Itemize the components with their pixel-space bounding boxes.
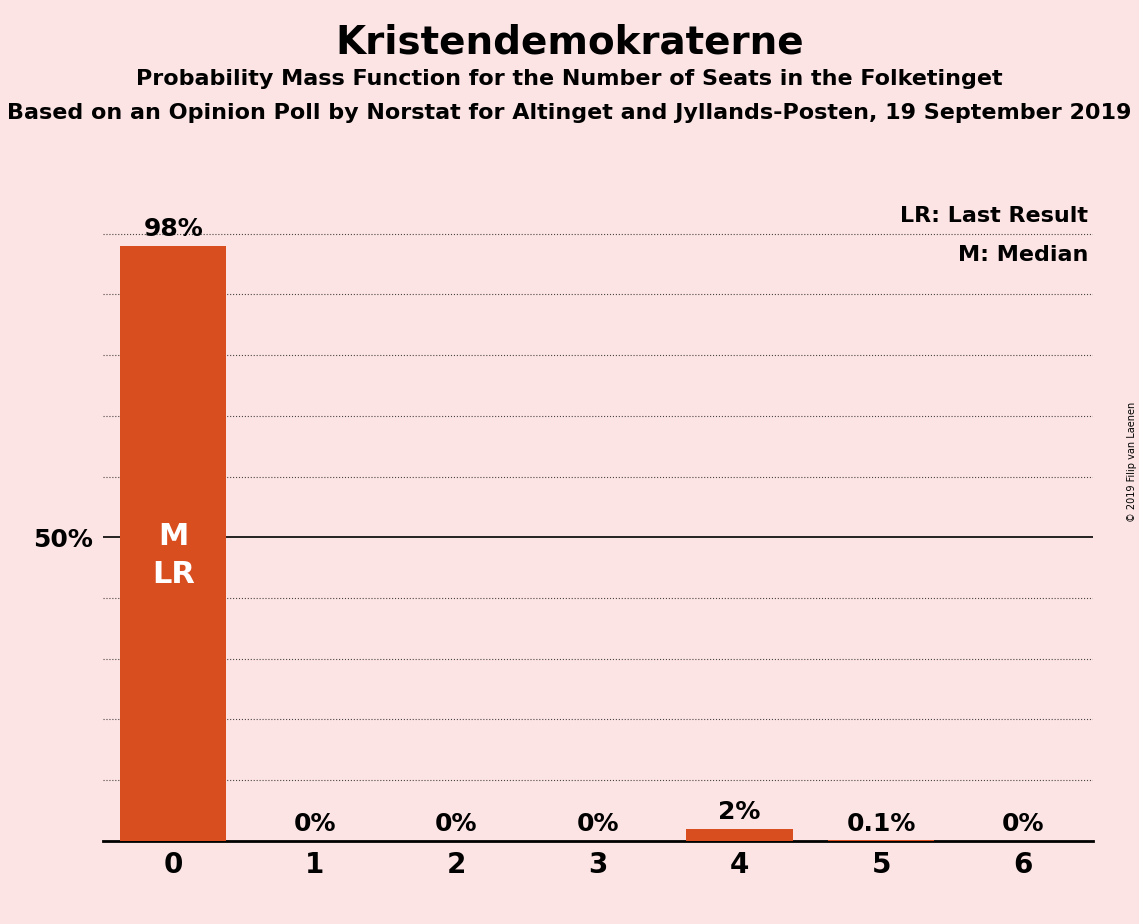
Bar	[121, 246, 227, 841]
Text: 0%: 0%	[1001, 812, 1044, 836]
Text: © 2019 Filip van Laenen: © 2019 Filip van Laenen	[1126, 402, 1137, 522]
Text: 2%: 2%	[719, 800, 761, 824]
Text: 0%: 0%	[435, 812, 477, 836]
Text: 0%: 0%	[576, 812, 620, 836]
Text: 98%: 98%	[144, 217, 203, 241]
Text: M
LR: M LR	[151, 522, 195, 590]
Text: M: Median: M: Median	[958, 245, 1089, 264]
Text: Kristendemokraterne: Kristendemokraterne	[335, 23, 804, 61]
Text: Probability Mass Function for the Number of Seats in the Folketinget: Probability Mass Function for the Number…	[137, 69, 1002, 90]
Text: 0%: 0%	[294, 812, 336, 836]
Bar	[687, 829, 793, 841]
Text: 0.1%: 0.1%	[846, 812, 916, 836]
Text: LR: Last Result: LR: Last Result	[901, 206, 1089, 226]
Text: Based on an Opinion Poll by Norstat for Altinget and Jyllands-Posten, 19 Septemb: Based on an Opinion Poll by Norstat for …	[7, 103, 1132, 124]
